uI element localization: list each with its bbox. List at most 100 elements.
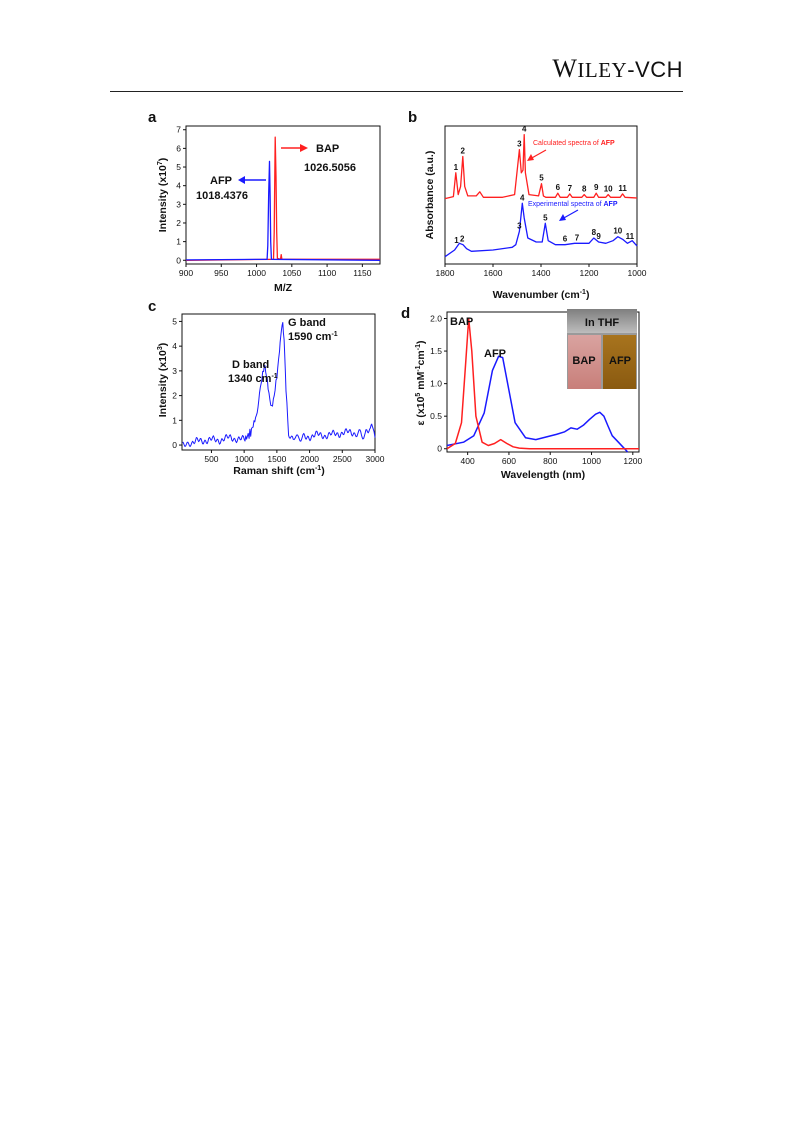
series-line-experimental-b xyxy=(444,202,638,258)
c-y-tick-label: 0 xyxy=(172,440,177,450)
series-b xyxy=(444,134,638,258)
series-line-calculated-b xyxy=(444,134,638,200)
peak-label-calculated-8: 8 xyxy=(582,185,587,194)
x-ticks-a: 900 950 1000 1050 1100 1150 xyxy=(179,264,372,278)
a-y-tick-label: 7 xyxy=(176,125,181,135)
y-axis-label-b: Absorbance (a.u.) xyxy=(424,151,436,240)
bap-mass-a: 1026.5056 xyxy=(304,162,356,174)
x-axis-label-c: Raman shift (cm-1) xyxy=(233,465,324,477)
plot-frame-d xyxy=(446,311,640,453)
a-y-tick-label: 6 xyxy=(176,143,181,153)
panel-label-d: d xyxy=(401,305,410,322)
peak-label-calculated-4: 4 xyxy=(522,125,527,134)
series-a xyxy=(185,136,381,261)
a-y-tick-label: 1 xyxy=(176,237,181,247)
c-x-tick-label: 2500 xyxy=(333,454,352,464)
series-c xyxy=(182,322,376,447)
y-ticks-a: 0 1 2 3 4 5 6 7 xyxy=(176,125,186,265)
plot-frame-c xyxy=(181,313,376,451)
vial-afp xyxy=(603,335,636,389)
c-x-tick-label: 500 xyxy=(204,454,218,464)
peak-label-experimental-11: 11 xyxy=(626,232,635,241)
b-x-tick-label: 1600 xyxy=(484,268,503,278)
peak-label-experimental-4: 4 xyxy=(520,193,525,202)
d-y-tick-label: 1.5 xyxy=(430,346,442,356)
peak-label-experimental-5: 5 xyxy=(543,213,548,222)
x-axis-label-d: Wavelength (nm) xyxy=(501,469,585,481)
d-y-tick-label: 1.0 xyxy=(430,379,442,389)
peak-label-experimental-7: 7 xyxy=(575,233,580,242)
b-x-tick-label: 1000 xyxy=(628,268,647,278)
bap-label-a: BAP xyxy=(316,143,339,155)
peak-label-experimental-9: 9 xyxy=(596,232,601,241)
vial-bap-label: BAP xyxy=(572,355,595,367)
a-y-tick-label: 3 xyxy=(176,199,181,209)
peak-label-calculated-1: 1 xyxy=(454,163,459,172)
peak-label-calculated-2: 2 xyxy=(461,146,466,155)
publisher-logo: WILEY-VCH xyxy=(552,54,683,83)
c-x-tick-label: 1500 xyxy=(267,454,286,464)
series-d xyxy=(446,317,639,453)
peak-label-experimental-6: 6 xyxy=(563,235,568,244)
peak-label-experimental-8: 8 xyxy=(592,228,597,237)
calc-arrowhead-b xyxy=(527,154,534,161)
peak-label-calculated-5: 5 xyxy=(539,174,544,183)
d-x-tick-label: 600 xyxy=(502,456,516,466)
x-axis-label-b: Wavenumber (cm-1) xyxy=(493,289,590,301)
d-x-tick-label: 1000 xyxy=(582,456,601,466)
x-ticks-d: 400 600 800 1000 1200 xyxy=(461,452,643,466)
afp-arrowhead-a xyxy=(238,176,245,184)
panel-label-b: b xyxy=(408,109,417,126)
peak-label-calculated-11: 11 xyxy=(618,184,627,193)
peak-label-calculated-9: 9 xyxy=(594,183,599,192)
afp-mass-a: 1018.4376 xyxy=(196,190,248,202)
header-rule xyxy=(110,91,683,92)
c-y-tick-label: 4 xyxy=(172,341,177,351)
peak-label-experimental-1: 1 xyxy=(454,236,459,245)
y-axis-label-c: Intensity (x103) xyxy=(157,343,169,418)
d-band-value: 1340 cm-1 xyxy=(228,373,278,385)
a-x-tick-label: 950 xyxy=(214,268,228,278)
g-band-value: 1590 cm-1 xyxy=(288,331,338,343)
y-ticks-d: 0 0.5 1.0 1.5 2.0 xyxy=(430,314,447,454)
d-y-tick-label: 2.0 xyxy=(430,314,442,324)
legend-experimental-b: Experimental spectra of AFP xyxy=(528,201,618,208)
b-x-tick-label: 1200 xyxy=(580,268,599,278)
series-line-bap-d xyxy=(446,317,639,450)
d-x-tick-label: 400 xyxy=(461,456,475,466)
panel-label-a: a xyxy=(148,109,157,126)
c-x-tick-label: 1000 xyxy=(235,454,254,464)
peak-label-experimental-10: 10 xyxy=(613,227,622,236)
vial-afp-label: AFP xyxy=(609,355,631,367)
a-x-tick-label: 1000 xyxy=(247,268,266,278)
vial-bap xyxy=(568,335,601,389)
bap-arrowhead-a xyxy=(300,144,308,152)
panel-label-c: c xyxy=(148,298,156,315)
y-axis-label-a: Intensity (x107) xyxy=(157,158,169,233)
x-ticks-b: 1800 1600 1400 1200 1000 xyxy=(436,264,647,278)
peak-label-calculated-10: 10 xyxy=(604,185,613,194)
series-line-bap-a xyxy=(185,136,380,261)
exp-arrowhead-b xyxy=(559,214,566,221)
d-x-tick-label: 1200 xyxy=(623,456,642,466)
bap-label-d: BAP xyxy=(450,316,473,328)
y-axis-label-d: ε (x105 mM-1cm-1) xyxy=(415,341,427,426)
a-y-tick-label: 2 xyxy=(176,218,181,228)
d-y-tick-label: 0 xyxy=(437,444,442,454)
series-line-afp-d xyxy=(446,355,629,453)
peak-label-experimental-2: 2 xyxy=(460,235,465,244)
g-band-label: G band xyxy=(288,317,326,329)
a-x-tick-label: 1050 xyxy=(282,268,301,278)
a-x-tick-label: 1150 xyxy=(353,268,372,278)
c-y-tick-label: 3 xyxy=(172,366,177,376)
b-x-tick-label: 1800 xyxy=(436,268,455,278)
series-line-raman-c xyxy=(182,322,376,447)
y-ticks-c: 0 1 2 3 4 5 xyxy=(172,316,182,450)
c-x-tick-label: 2000 xyxy=(300,454,319,464)
a-y-tick-label: 4 xyxy=(176,181,181,191)
d-band-label: D band xyxy=(232,359,269,371)
a-x-tick-label: 1100 xyxy=(318,268,337,278)
